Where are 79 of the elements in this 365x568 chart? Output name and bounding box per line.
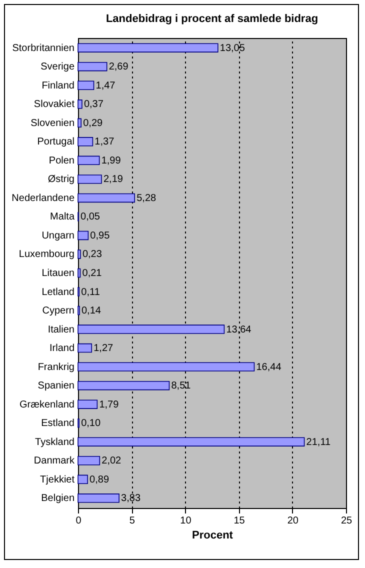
y-tick-label: Malta	[50, 212, 75, 223]
y-tick-label: Finland	[42, 80, 74, 92]
chart-title: Landebidrag i procent af samlede bidrag	[106, 13, 318, 25]
data-label: 1,37	[94, 136, 115, 148]
bar	[78, 62, 108, 72]
x-tick-label: 20	[287, 516, 299, 526]
y-tick-label: Italien	[48, 324, 74, 336]
data-label: 0,21	[82, 268, 102, 279]
y-tick-label: Slovenien	[30, 118, 74, 129]
data-label: 8,51	[171, 380, 192, 392]
bar	[78, 437, 305, 446]
bar	[78, 380, 170, 390]
data-label: 0,29	[83, 118, 104, 129]
data-label: 21,11	[306, 436, 332, 448]
y-tick-label: Polen	[48, 155, 74, 166]
y-tick-label: Estland	[41, 418, 74, 430]
data-label: 0,05	[80, 212, 100, 223]
data-label: 13,64	[226, 324, 252, 336]
bar	[78, 193, 135, 203]
x-axis-title: Procent	[192, 530, 234, 542]
y-tick-label: Portugal	[37, 136, 74, 148]
bar	[78, 80, 94, 90]
data-label: 0,89	[90, 474, 110, 486]
y-tick-label: Nederlandene	[12, 192, 75, 204]
y-tick-label: Luxembourg	[18, 249, 74, 260]
data-label: 1,99	[101, 155, 122, 166]
y-tick-label: Østrig	[48, 174, 74, 186]
bar	[78, 156, 100, 166]
data-label: 0,11	[81, 286, 100, 298]
data-label: 1,47	[96, 80, 116, 92]
y-tick-label: Grækenland	[19, 399, 74, 410]
y-tick-label: Letland	[42, 286, 74, 298]
bar	[78, 362, 255, 372]
bar	[78, 250, 81, 259]
bar	[78, 100, 82, 109]
bar	[78, 324, 225, 334]
y-tick-label: Sverige	[40, 62, 75, 73]
data-label: 5,28	[136, 192, 157, 204]
data-label: 1,27	[94, 343, 114, 354]
data-label: 1,79	[99, 399, 120, 410]
bar	[78, 43, 218, 52]
bar	[78, 137, 94, 146]
y-tick-label: Belgien	[41, 493, 74, 504]
x-tick-label: 25	[340, 516, 352, 526]
bar	[78, 118, 82, 128]
bar	[78, 494, 120, 503]
bar	[78, 230, 89, 240]
data-label: 2,02	[102, 456, 122, 467]
data-label: 2,19	[103, 174, 124, 186]
data-label: 2,69	[108, 62, 129, 73]
bar	[78, 343, 92, 353]
x-tick-label: 5	[129, 516, 136, 526]
x-tick-label: 15	[234, 516, 246, 526]
y-tick-label: Danmark	[34, 456, 76, 467]
y-tick-label: Cypern	[42, 306, 74, 317]
data-label: 0,23	[82, 249, 102, 260]
data-label: 13,05	[220, 42, 246, 54]
x-tick-label: 0	[76, 516, 82, 526]
data-label: 0,37	[84, 99, 104, 110]
data-label: 3,83	[121, 493, 141, 504]
y-tick-label: Litauen	[42, 268, 74, 279]
y-tick-label: Storbritannien	[12, 42, 74, 54]
y-tick-label: Tjekkiet	[40, 474, 75, 486]
x-tick-label: 10	[180, 516, 192, 526]
y-tick-label: Slovakiet	[34, 99, 75, 110]
y-tick-label: Ungarn	[42, 230, 74, 242]
y-tick-label: Frankrig	[38, 362, 74, 373]
data-label: 0,10	[81, 418, 101, 430]
y-tick-label: Spanien	[38, 380, 74, 392]
bar	[78, 268, 81, 278]
bar	[78, 474, 88, 484]
bar	[78, 174, 102, 184]
y-tick-label: Tyskland	[35, 436, 74, 448]
data-label: 0,14	[82, 306, 102, 317]
bar	[78, 456, 100, 466]
data-label: 16,44	[256, 362, 282, 373]
bar	[78, 400, 98, 409]
data-label: 0,95	[90, 230, 110, 242]
y-tick-label: Irland	[49, 343, 74, 354]
